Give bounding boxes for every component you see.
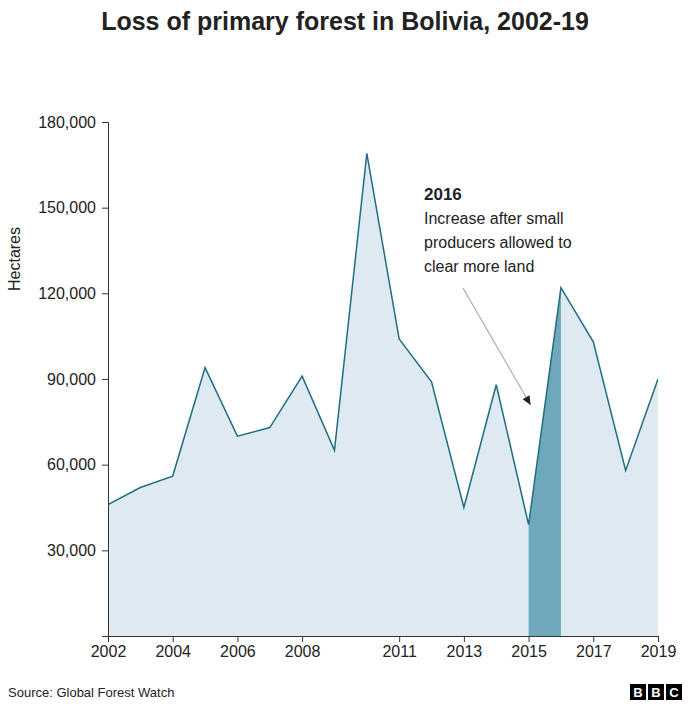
plot-area xyxy=(108,153,658,636)
x-axis: 2002 2004 2006 2008 2011 2013 2015 2017 2019 xyxy=(91,636,677,660)
x-tick-label: 2019 xyxy=(641,643,677,660)
chart: Loss of primary forest in Bolivia, 2002-… xyxy=(0,0,690,710)
x-tick-label: 2004 xyxy=(155,643,191,660)
y-tick: 150,000 xyxy=(38,199,108,216)
y-tick-label: 60,000 xyxy=(47,456,96,473)
x-tick-mark xyxy=(593,636,594,642)
x-tick: 2008 xyxy=(285,636,321,660)
x-axis-line xyxy=(109,637,659,643)
x-tick-label: 2017 xyxy=(576,643,612,660)
area xyxy=(108,153,658,636)
x-tick-label: 2002 xyxy=(91,643,127,660)
x-tick-mark xyxy=(399,636,400,642)
x-tick: 2015 xyxy=(511,636,547,660)
y-tick-label: 120,000 xyxy=(38,285,96,302)
annotation-text: Increase after small xyxy=(424,210,564,227)
y-tick-mark xyxy=(102,122,108,123)
logo-letter: B xyxy=(633,685,642,700)
x-tick: 2006 xyxy=(220,636,256,660)
y-axis: 30,000 60,000 90,000 120,000 150,000 180,000 xyxy=(38,114,108,637)
x-tick-mark xyxy=(108,636,109,642)
logo-box xyxy=(648,684,664,700)
x-tick: 2019 xyxy=(641,636,677,660)
x-tick-label: 2008 xyxy=(285,643,321,660)
x-tick-mark xyxy=(464,636,465,642)
y-axis-line xyxy=(102,123,109,637)
y-tick: 180,000 xyxy=(38,114,108,131)
y-tick-label: 150,000 xyxy=(38,199,96,216)
x-tick-mark xyxy=(658,636,659,642)
y-tick-mark xyxy=(102,465,108,466)
annotation-text: producers allowed to xyxy=(424,234,572,251)
x-tick: 2013 xyxy=(447,636,483,660)
logo-box xyxy=(666,684,682,700)
logo-letter: B xyxy=(651,685,660,700)
x-tick-label: 2011 xyxy=(382,643,417,660)
x-tick-label: 2013 xyxy=(447,643,483,660)
x-tick: 2017 xyxy=(576,636,612,660)
annotation-arrow-line xyxy=(463,288,531,405)
y-tick: 60,000 xyxy=(47,456,108,473)
y-tick-mark xyxy=(102,208,108,209)
x-tick: 2011 xyxy=(382,636,417,660)
logo-box xyxy=(630,684,646,700)
y-tick-label: 180,000 xyxy=(38,114,96,131)
y-tick-mark xyxy=(102,293,108,294)
y-tick-mark xyxy=(102,550,108,551)
y-tick: 90,000 xyxy=(47,371,108,388)
x-tick-mark xyxy=(173,636,174,642)
x-tick-mark xyxy=(237,636,238,642)
source: Source: Global Forest Watch xyxy=(8,685,174,700)
logo: BBC xyxy=(630,684,682,700)
x-tick-label: 2006 xyxy=(220,643,256,660)
line xyxy=(108,153,658,524)
y-tick-label: 90,000 xyxy=(47,371,96,388)
y-axis-title: Hectares xyxy=(6,227,23,291)
x-tick: 2002 xyxy=(91,636,127,660)
x-tick-label: 2015 xyxy=(511,643,547,660)
y-tick-mark xyxy=(102,379,108,380)
annotation-arrow-head xyxy=(523,395,531,405)
x-tick-mark xyxy=(302,636,303,642)
y-tick: 30,000 xyxy=(47,542,108,559)
y-tick-label: 30,000 xyxy=(47,542,96,559)
annotation-title: 2016 xyxy=(424,185,462,204)
annotation-text: clear more land xyxy=(424,258,534,275)
logo-letter: C xyxy=(669,685,679,700)
x-tick-mark xyxy=(529,636,530,642)
x-tick: 2004 xyxy=(155,636,191,660)
highlight-band xyxy=(529,288,561,636)
title: Loss of primary forest in Bolivia, 2002-… xyxy=(101,7,589,35)
y-tick: 120,000 xyxy=(38,285,108,302)
